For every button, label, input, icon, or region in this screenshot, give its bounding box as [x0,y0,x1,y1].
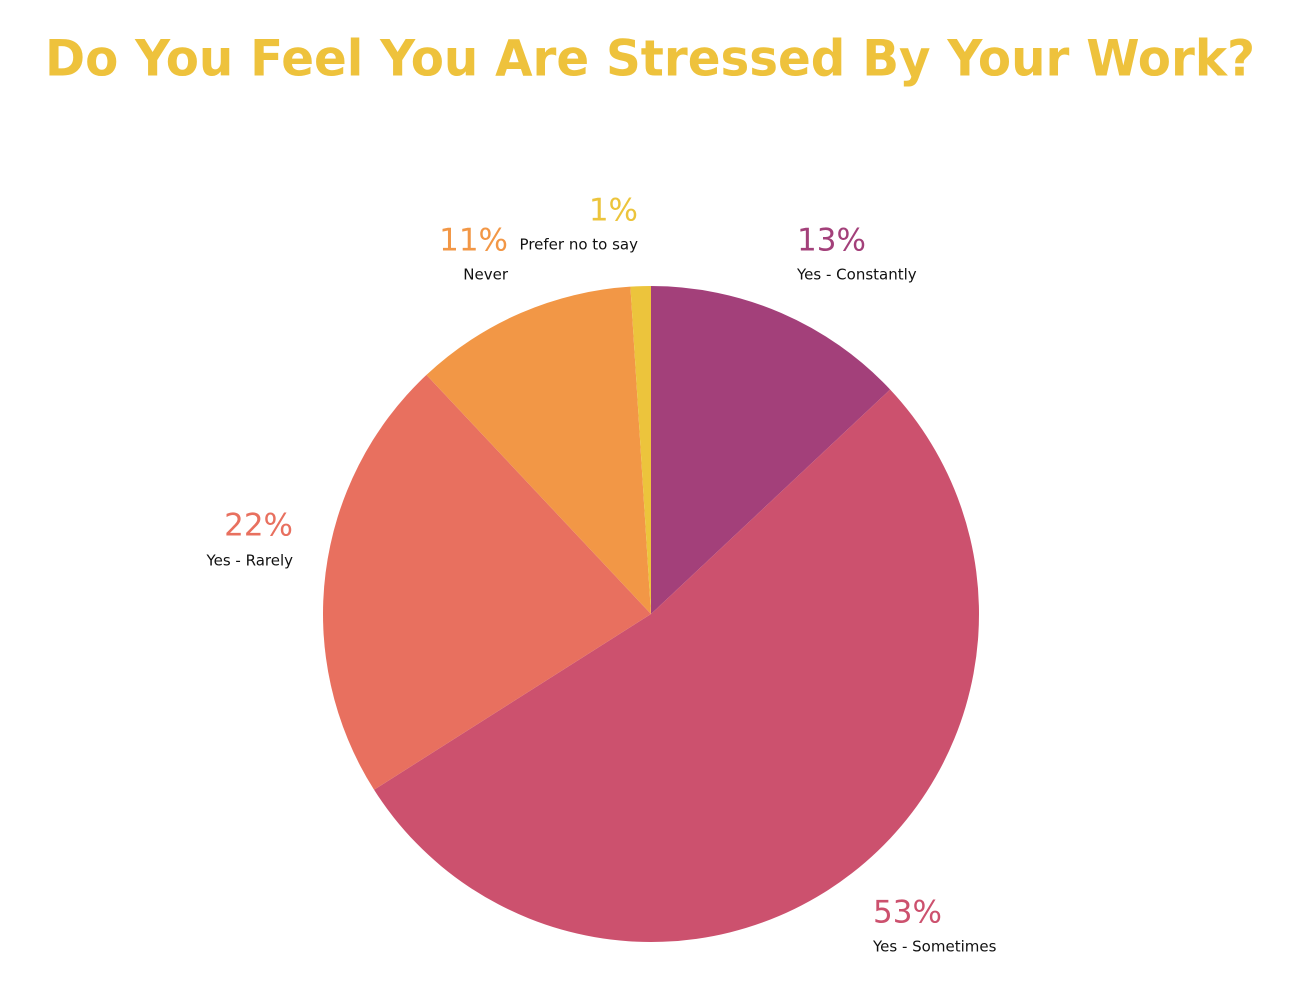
category-label: Yes - Constantly [796,266,917,284]
pie-slice [374,389,980,943]
pie-slice [426,286,651,614]
pie-slice [630,286,651,614]
category-label: Prefer no to say [520,236,639,254]
value-label: 13% [797,223,866,259]
value-label: 22% [224,508,293,544]
pie-slice [323,374,651,790]
category-label: Yes - Rarely [205,552,293,570]
value-label: 11% [439,223,508,259]
category-label: Never [463,266,509,284]
category-label: Yes - Sometimes [872,938,997,956]
value-label: 1% [589,193,638,229]
pie-slice [651,286,891,614]
chart-title: Do You Feel You Are Stressed By Your Wor… [45,30,1255,88]
value-label: 53% [873,895,942,931]
